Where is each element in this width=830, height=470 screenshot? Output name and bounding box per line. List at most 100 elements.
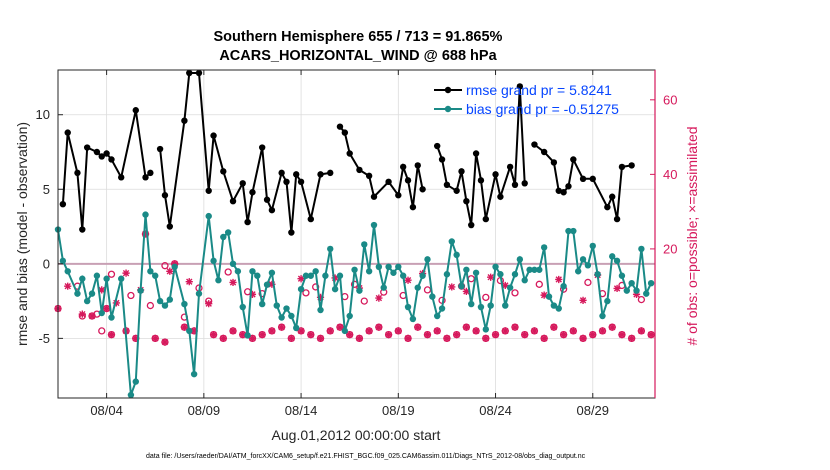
bias-point	[429, 293, 436, 300]
assimilated-obs-marker	[161, 338, 169, 346]
assimilated-obs-marker	[112, 299, 120, 307]
rmse-point	[181, 117, 188, 124]
rmse-point	[468, 221, 475, 229]
bias-point	[147, 268, 154, 275]
bias-point	[370, 221, 378, 229]
rmse-point	[414, 162, 421, 169]
bias-point	[137, 287, 144, 294]
rmse-point	[278, 169, 285, 177]
bias-point	[356, 287, 363, 294]
bias-point	[545, 293, 553, 300]
bias-point	[414, 284, 421, 291]
assimilated-obs-marker	[375, 294, 383, 302]
rmse-point	[497, 193, 504, 200]
bias-point	[273, 302, 280, 309]
assimilated-obs-marker	[521, 331, 529, 339]
assimilated-obs-marker	[185, 278, 193, 286]
rmse-point	[604, 203, 611, 211]
bias-point	[565, 227, 572, 235]
bias-point	[560, 282, 567, 290]
rmse-point	[108, 156, 115, 163]
y-tick-label-right: 40	[663, 167, 677, 182]
rmse-point	[385, 178, 392, 186]
assimilated-obs-marker	[384, 331, 393, 339]
possible-obs-marker	[146, 301, 155, 310]
assimilated-obs-marker	[632, 290, 641, 298]
bias-point	[613, 257, 621, 265]
assimilated-obs-marker	[229, 278, 237, 287]
bias-point	[249, 268, 256, 275]
bias-point	[278, 314, 285, 321]
rmse-point	[409, 203, 417, 211]
bias-point	[205, 212, 212, 220]
possible-obs-marker	[98, 327, 106, 335]
assimilated-obs-marker	[589, 331, 597, 339]
bias-point	[540, 244, 548, 251]
assimilated-obs-marker	[268, 327, 276, 335]
bias-point	[79, 275, 86, 282]
y-tick-label-left: 5	[43, 182, 50, 197]
rmse-point	[317, 171, 324, 178]
bias-point	[618, 272, 626, 279]
rmse-point	[356, 166, 363, 174]
bias-point	[468, 300, 475, 308]
possible-obs-marker	[637, 295, 646, 304]
rmse-point	[186, 69, 193, 77]
bias-point	[156, 297, 164, 305]
bias-point	[453, 251, 460, 259]
assimilated-obs-marker	[88, 312, 96, 320]
bias-point	[293, 324, 300, 332]
assimilated-obs-marker	[103, 304, 111, 313]
legend-rmse-marker	[444, 86, 452, 94]
rmse-point	[458, 168, 465, 175]
bias-point	[643, 290, 650, 297]
rmse-point	[74, 169, 81, 177]
assimilated-obs-marker	[394, 327, 402, 335]
chart-title-line2: ACARS_HORIZONTAL_WIND @ 688 hPa	[219, 48, 497, 64]
assimilated-obs-marker	[443, 334, 451, 342]
bias-point	[399, 272, 407, 279]
rmse-point	[443, 181, 451, 188]
assimilated-obs-marker	[560, 331, 568, 339]
assimilated-obs-marker	[530, 327, 539, 335]
bias-point	[458, 282, 465, 290]
bias-point	[152, 272, 159, 279]
bias-point	[341, 327, 349, 335]
assimilated-obs-marker	[331, 274, 339, 282]
assimilated-obs-marker	[579, 334, 587, 342]
rmse-point	[297, 178, 305, 186]
assimilated-obs-marker	[316, 293, 325, 301]
bias-point	[181, 300, 188, 308]
rmse-point	[59, 200, 67, 208]
rmse-point	[229, 198, 237, 205]
bias-point	[390, 269, 397, 276]
rmse-line-segment	[436, 86, 526, 226]
rmse-point	[142, 174, 149, 181]
bias-point	[103, 275, 110, 282]
rmse-point	[249, 189, 256, 196]
assimilated-obs-marker	[248, 290, 257, 298]
bias-point	[594, 271, 601, 278]
bias-point	[434, 312, 441, 320]
assimilated-obs-marker	[462, 287, 470, 295]
rmse-point	[64, 129, 71, 136]
bias-point	[531, 266, 538, 273]
y-tick-label-left: 10	[36, 107, 50, 122]
bias-point	[477, 303, 485, 311]
y-tick-label-left: 0	[43, 256, 50, 271]
rmse-point	[399, 163, 407, 171]
bias-point	[584, 262, 592, 269]
x-tick-label: 08/09	[188, 403, 221, 418]
bias-point	[609, 253, 616, 260]
assimilated-obs-marker	[628, 334, 636, 342]
bias-point	[254, 272, 261, 279]
rmse-point	[239, 180, 246, 187]
assimilated-obs-marker	[647, 331, 655, 339]
assimilated-obs-marker	[307, 331, 315, 339]
rmse-point	[434, 142, 441, 150]
assimilated-obs-marker	[608, 323, 616, 331]
bias-point	[404, 303, 412, 311]
rmse-point	[531, 141, 538, 148]
bias-point	[336, 272, 344, 279]
rmse-point	[395, 192, 402, 199]
